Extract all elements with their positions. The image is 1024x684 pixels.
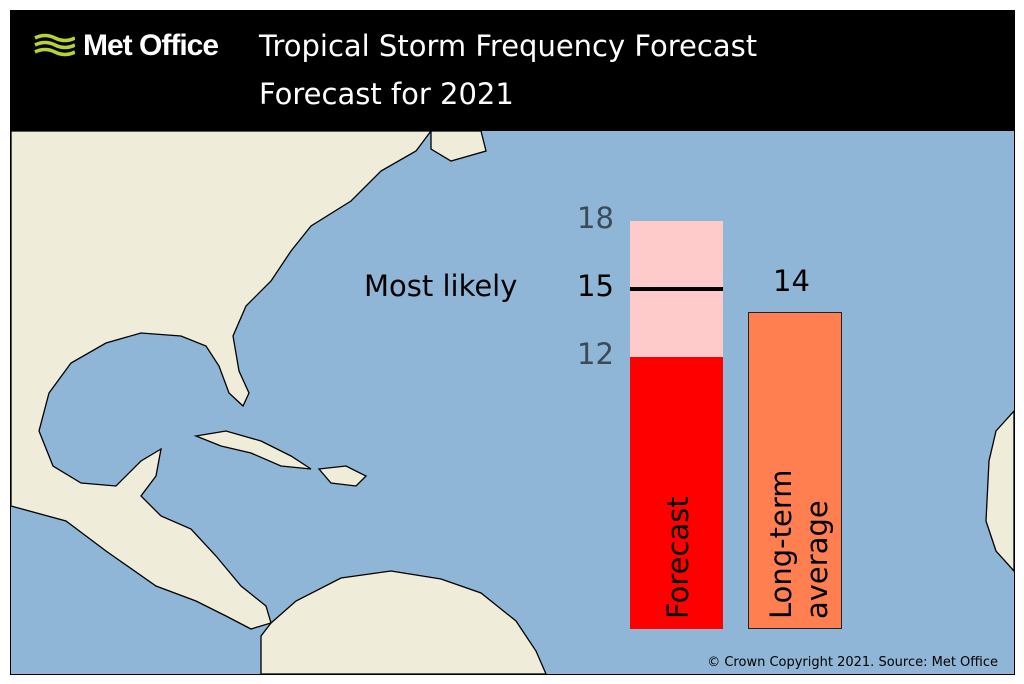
average-value-label: 14 xyxy=(773,263,810,298)
met-office-logo: Met Office xyxy=(33,29,219,63)
cuba-land xyxy=(193,430,312,470)
africa-land xyxy=(985,410,1014,572)
page-subtitle: Forecast for 2021 xyxy=(259,77,514,111)
tick-label-high: 18 xyxy=(577,200,614,235)
forecast-category-label: Forecast xyxy=(661,496,695,619)
waves-logo-icon xyxy=(34,33,75,57)
copyright: © Crown Copyright 2021. Source: Met Offi… xyxy=(707,655,998,670)
south-america-land xyxy=(260,570,547,674)
most-likely-label: Most likely xyxy=(364,268,518,303)
average-category-label: Long-term average xyxy=(764,469,834,619)
nova-scotia-land xyxy=(430,131,487,162)
most-likely-line xyxy=(630,286,723,291)
tick-label-low: 12 xyxy=(577,336,614,371)
frame: Met Office Tropical Storm Frequency Fore… xyxy=(10,10,1015,675)
logo-text: Met Office xyxy=(83,29,219,62)
hispaniola-land xyxy=(317,465,368,487)
page-title: Tropical Storm Frequency Forecast xyxy=(259,29,758,63)
tick-label-most-likely: 15 xyxy=(577,268,614,303)
header: Met Office Tropical Storm Frequency Fore… xyxy=(11,11,1014,131)
north-america-land xyxy=(11,131,432,630)
average-bar xyxy=(748,311,842,629)
atlantic-map xyxy=(11,131,1014,674)
forecast-bar xyxy=(630,356,723,629)
